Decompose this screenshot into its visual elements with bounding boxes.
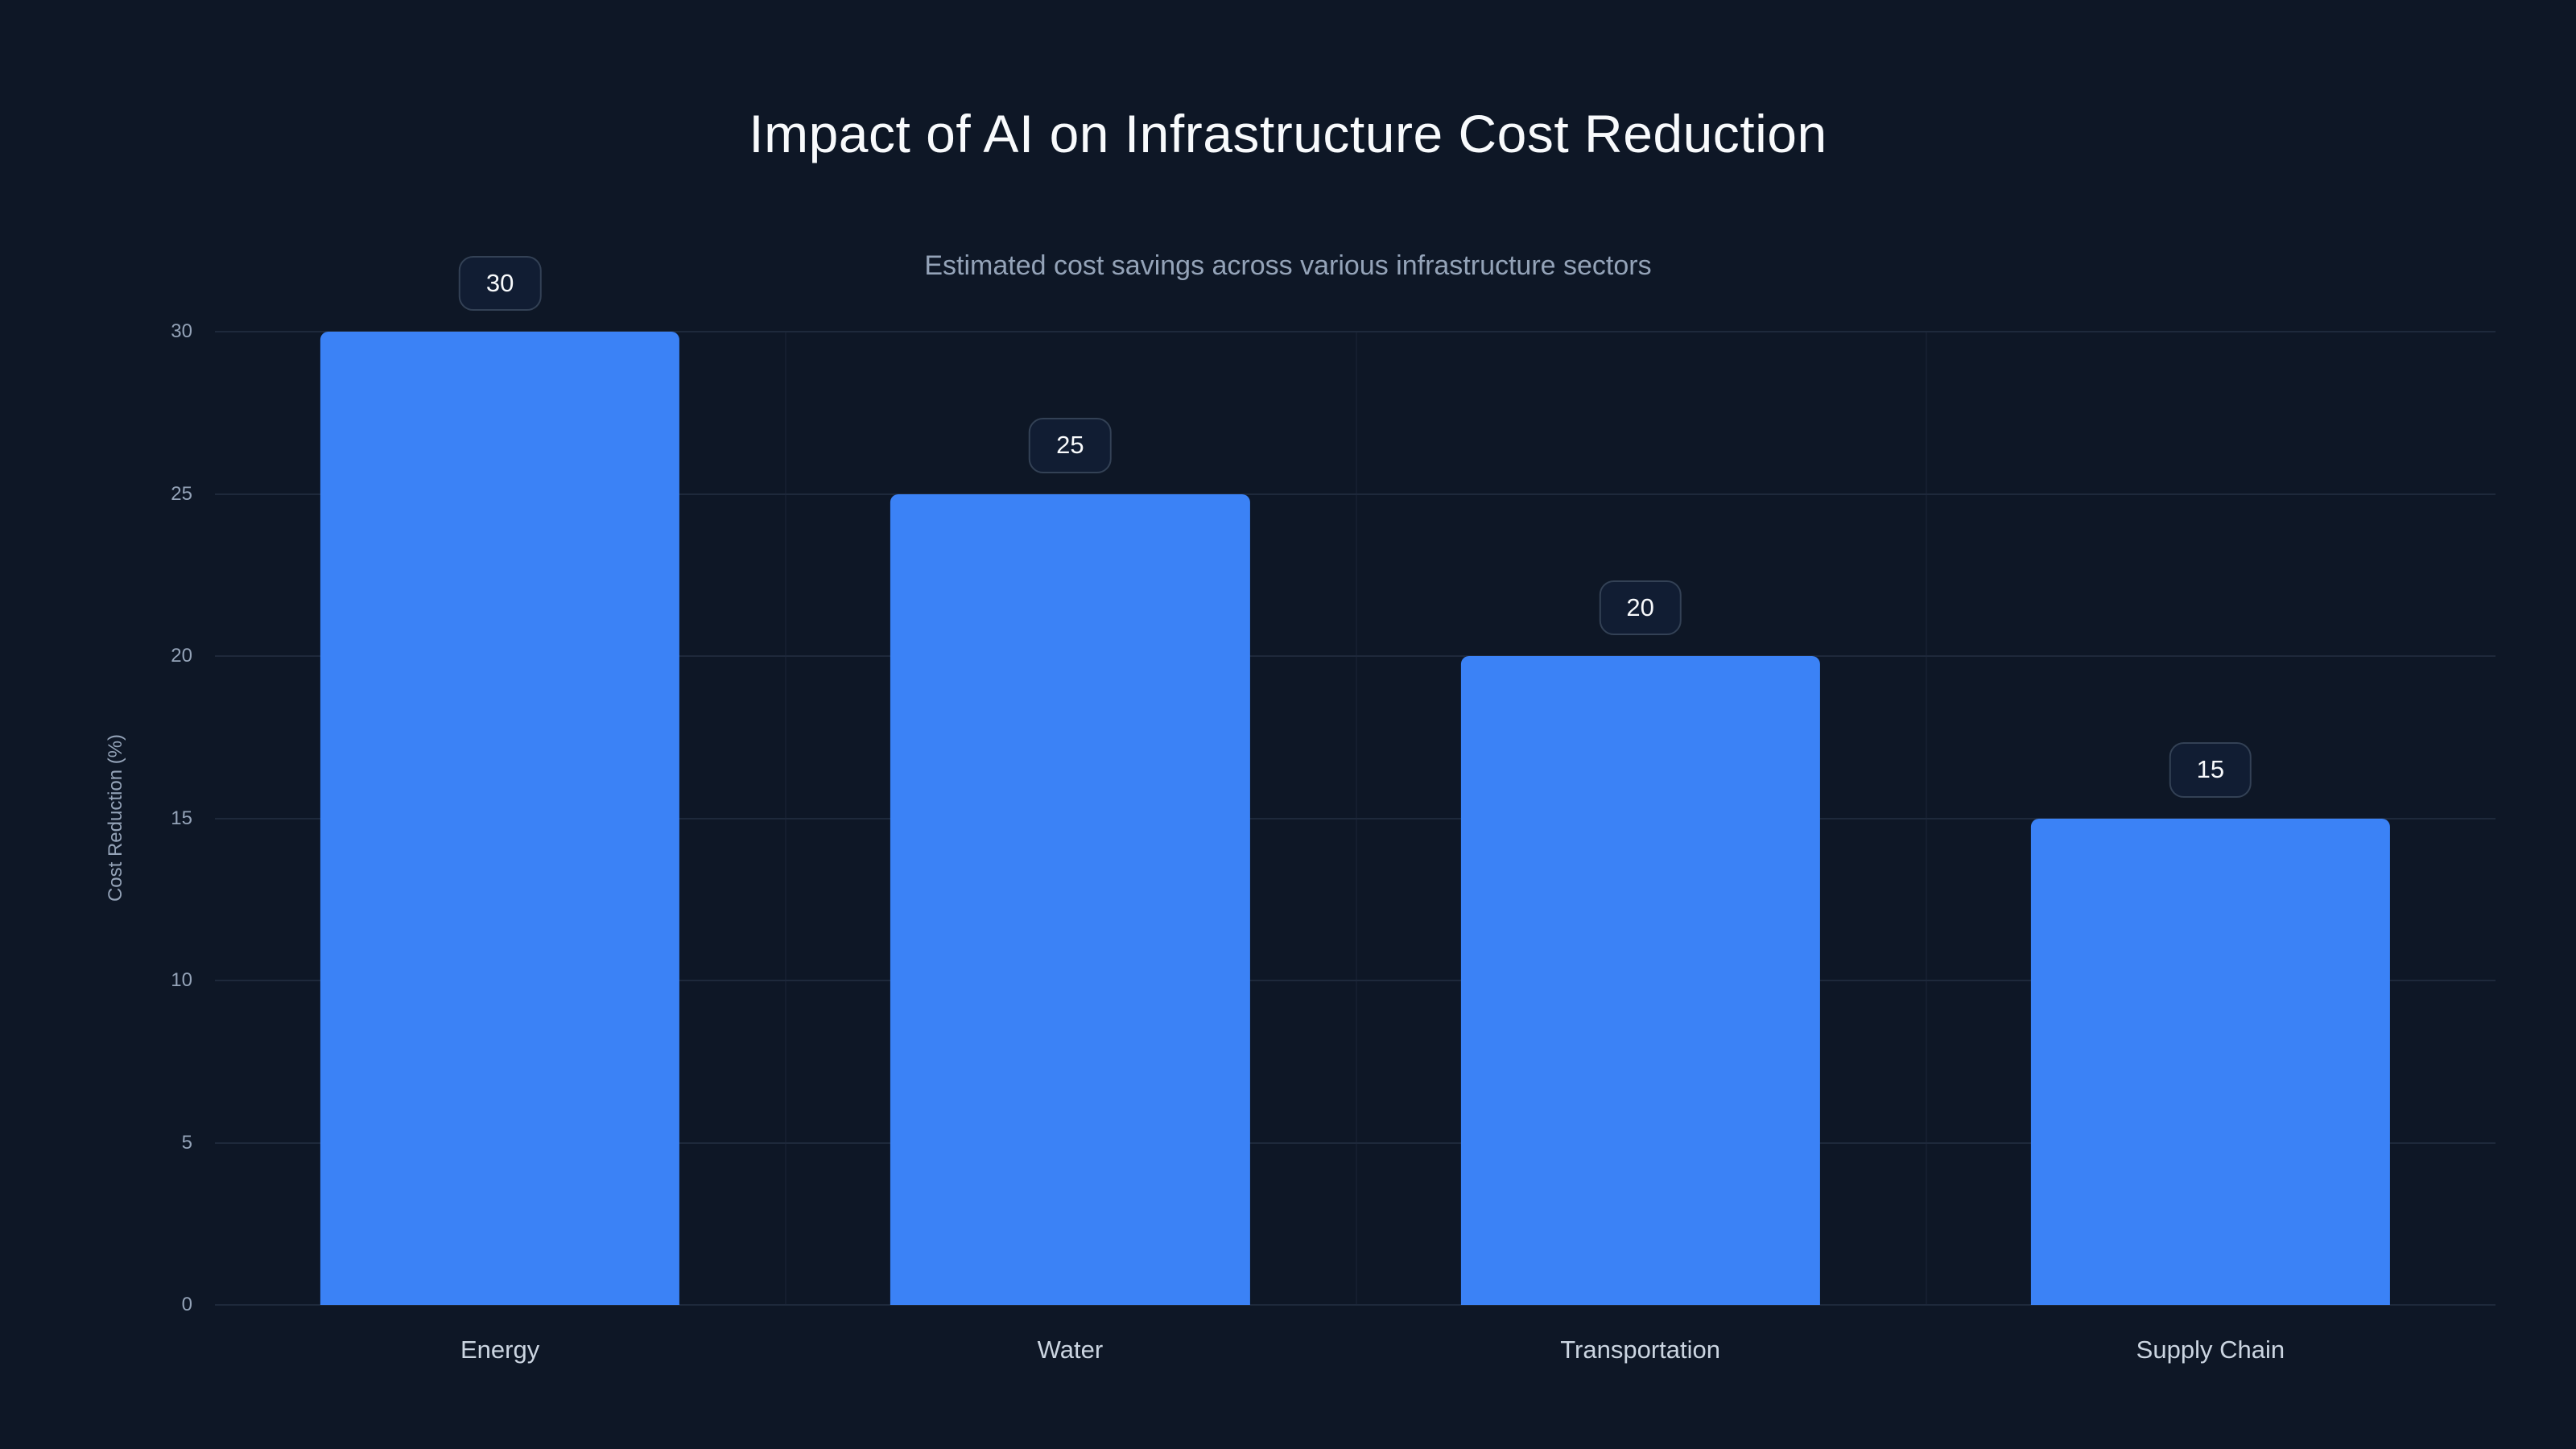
- category-label-energy: Energy: [460, 1335, 540, 1364]
- bar-chart: 0 5 10 15 20 25 30 30 Energy 25 Water 20 Transporta…: [171, 255, 2496, 1364]
- vertical-gridline: [785, 332, 787, 1305]
- y-tick-label: 0: [181, 1294, 192, 1315]
- category-label-transportation: Transportation: [1560, 1335, 1720, 1364]
- y-tick-label: 10: [171, 969, 192, 991]
- value-badge-transportation: 20: [1599, 580, 1682, 636]
- bar-supply-chain[interactable]: [2030, 818, 2390, 1305]
- bars: 30 Energy 25 Water 20 Transportation 15 Supply …: [215, 255, 2496, 1364]
- y-tick-label: 25: [171, 482, 192, 505]
- bar-water[interactable]: [890, 493, 1250, 1305]
- vertical-gridline: [1925, 332, 1927, 1305]
- y-tick-label: 20: [171, 645, 192, 667]
- bar-group-supply-chain: 15 Supply Chain: [1926, 332, 2496, 1364]
- bar-transportation[interactable]: [1460, 656, 1820, 1305]
- y-axis-label: Cost Reduction (%): [105, 733, 126, 902]
- category-label-water: Water: [1037, 1335, 1104, 1364]
- value-badge-energy: 30: [458, 255, 542, 311]
- bar-energy[interactable]: [320, 332, 680, 1305]
- gridline: [215, 1141, 2496, 1144]
- vertical-gridline: [1355, 332, 1357, 1305]
- bar-group-transportation: 20 Transportation: [1356, 332, 1926, 1364]
- gridline: [215, 331, 2496, 332]
- y-tick-label: 30: [171, 320, 192, 342]
- gridlines: 0 5 10 15 20 25 30: [171, 320, 2496, 1315]
- gridline: [215, 493, 2496, 495]
- gridline: [215, 655, 2496, 657]
- bar-group-energy: 30 Energy: [215, 255, 785, 1364]
- value-badge-supply-chain: 15: [2169, 742, 2252, 798]
- gridline: [215, 1304, 2496, 1306]
- bar-group-water: 25 Water: [785, 332, 1355, 1364]
- gridline: [215, 817, 2496, 819]
- y-tick-label: 5: [181, 1131, 192, 1154]
- gridline: [215, 980, 2496, 981]
- chart-title: Impact of AI on Infrastructure Cost Redu…: [749, 104, 1827, 163]
- y-tick-label: 15: [171, 807, 192, 829]
- chart-subtitle: Estimated cost savings across various in…: [924, 250, 1652, 281]
- category-label-supply-chain: Supply Chain: [2136, 1335, 2285, 1364]
- value-badge-water: 25: [1029, 418, 1112, 473]
